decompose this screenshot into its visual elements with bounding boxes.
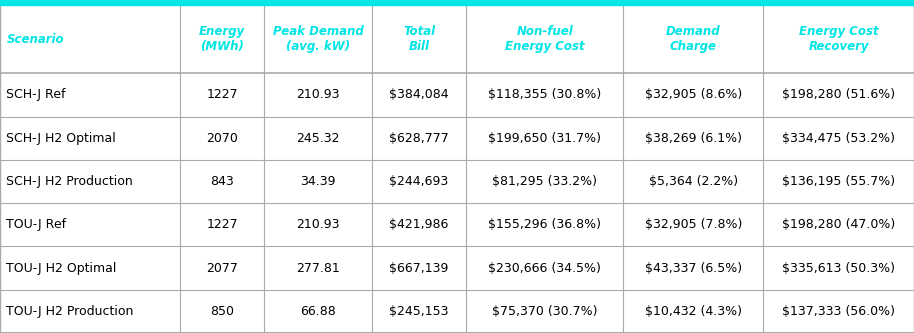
- Text: $198,280 (47.0%): $198,280 (47.0%): [782, 218, 895, 231]
- Bar: [0, 0, 914, 5]
- Text: $667,139: $667,139: [389, 261, 449, 275]
- Text: 210.93: 210.93: [296, 218, 340, 231]
- Text: TOU-J H2 Optimal: TOU-J H2 Optimal: [6, 261, 117, 275]
- Text: TOU-J H2 Production: TOU-J H2 Production: [6, 305, 133, 318]
- Text: Peak Demand
(avg. kW): Peak Demand (avg. kW): [272, 25, 364, 53]
- Text: 34.39: 34.39: [301, 175, 335, 188]
- Text: 277.81: 277.81: [296, 261, 340, 275]
- Text: Demand
Charge: Demand Charge: [666, 25, 720, 53]
- Text: Energy
(MWh): Energy (MWh): [199, 25, 245, 53]
- Text: SCH-J H2 Production: SCH-J H2 Production: [6, 175, 133, 188]
- Text: 850: 850: [210, 305, 234, 318]
- Text: SCH-J H2 Optimal: SCH-J H2 Optimal: [6, 132, 116, 145]
- Text: 66.88: 66.88: [300, 305, 336, 318]
- Text: $335,613 (50.3%): $335,613 (50.3%): [782, 261, 895, 275]
- Text: 210.93: 210.93: [296, 88, 340, 102]
- Text: 843: 843: [210, 175, 234, 188]
- Text: $230,666 (34.5%): $230,666 (34.5%): [488, 261, 601, 275]
- Text: $43,337 (6.5%): $43,337 (6.5%): [644, 261, 742, 275]
- Text: $334,475 (53.2%): $334,475 (53.2%): [782, 132, 895, 145]
- Text: $244,693: $244,693: [389, 175, 449, 188]
- Text: 1227: 1227: [207, 218, 238, 231]
- Text: $628,777: $628,777: [389, 132, 449, 145]
- Text: Scenario: Scenario: [6, 33, 64, 46]
- Text: $81,295 (33.2%): $81,295 (33.2%): [493, 175, 597, 188]
- Text: $155,296 (36.8%): $155,296 (36.8%): [488, 218, 601, 231]
- Text: $5,364 (2.2%): $5,364 (2.2%): [649, 175, 738, 188]
- Text: Energy Cost
Recovery: Energy Cost Recovery: [799, 25, 878, 53]
- Text: 2077: 2077: [207, 261, 238, 275]
- Text: $32,905 (7.8%): $32,905 (7.8%): [644, 218, 742, 231]
- Text: SCH-J Ref: SCH-J Ref: [6, 88, 66, 102]
- Text: 1227: 1227: [207, 88, 238, 102]
- Text: $198,280 (51.6%): $198,280 (51.6%): [782, 88, 895, 102]
- Text: $10,432 (4.3%): $10,432 (4.3%): [644, 305, 742, 318]
- Text: $32,905 (8.6%): $32,905 (8.6%): [644, 88, 742, 102]
- Text: 2070: 2070: [207, 132, 238, 145]
- Text: $137,333 (56.0%): $137,333 (56.0%): [782, 305, 895, 318]
- Text: $421,986: $421,986: [389, 218, 449, 231]
- Text: $38,269 (6.1%): $38,269 (6.1%): [644, 132, 742, 145]
- Text: $118,355 (30.8%): $118,355 (30.8%): [488, 88, 601, 102]
- Text: $199,650 (31.7%): $199,650 (31.7%): [488, 132, 601, 145]
- Text: 245.32: 245.32: [296, 132, 340, 145]
- Text: $75,370 (30.7%): $75,370 (30.7%): [492, 305, 598, 318]
- Text: TOU-J Ref: TOU-J Ref: [6, 218, 67, 231]
- Text: $384,084: $384,084: [389, 88, 449, 102]
- Text: Non-fuel
Energy Cost: Non-fuel Energy Cost: [505, 25, 585, 53]
- Text: $136,195 (55.7%): $136,195 (55.7%): [782, 175, 895, 188]
- Text: $245,153: $245,153: [389, 305, 449, 318]
- Text: Total
Bill: Total Bill: [403, 25, 435, 53]
